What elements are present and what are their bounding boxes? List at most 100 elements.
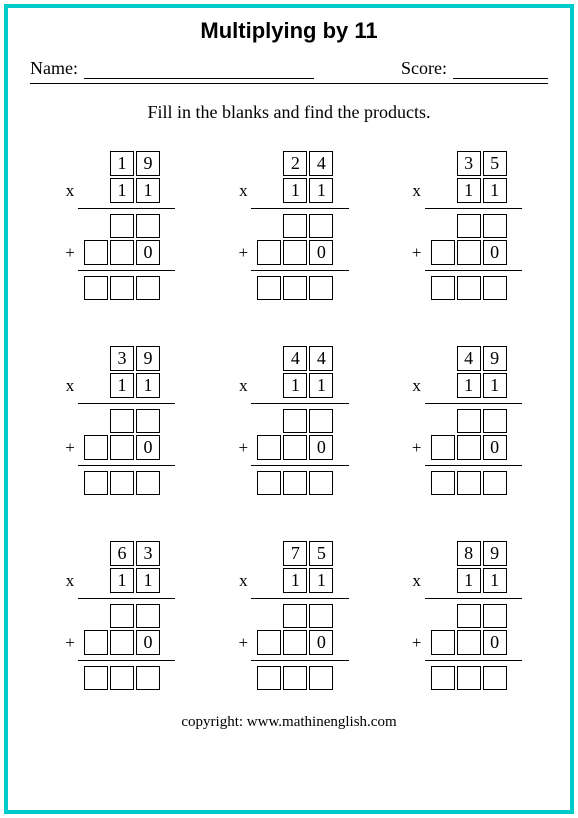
answer-ones[interactable] (483, 276, 507, 300)
partial1-ones[interactable] (483, 604, 507, 628)
multiplicand-tens: 8 (457, 541, 481, 566)
partial1-tens[interactable] (110, 409, 134, 433)
name-blank[interactable] (84, 59, 314, 79)
partial2-tens[interactable] (110, 435, 134, 460)
partial2-tens[interactable] (457, 240, 481, 265)
answer-ones[interactable] (483, 666, 507, 690)
answer-tens[interactable] (283, 666, 307, 690)
answer-tens[interactable] (457, 666, 481, 690)
plus-sign: + (231, 240, 255, 265)
partial2-ones: 0 (136, 435, 160, 460)
partial2-tens[interactable] (457, 630, 481, 655)
partial2-tens[interactable] (283, 435, 307, 460)
rule-line (78, 465, 175, 466)
partial1-ones[interactable] (136, 409, 160, 433)
answer-tens[interactable] (110, 276, 134, 300)
partial2-hundreds[interactable] (257, 435, 281, 460)
partial1-ones[interactable] (309, 214, 333, 238)
partial1-tens[interactable] (283, 214, 307, 238)
answer-tens[interactable] (110, 471, 134, 495)
multiplier-ones: 1 (136, 178, 160, 203)
multiplicand-tens: 3 (110, 346, 134, 371)
partial1-ones[interactable] (483, 409, 507, 433)
score-blank[interactable] (453, 59, 548, 79)
partial2-tens[interactable] (457, 435, 481, 460)
answer-hundreds[interactable] (431, 471, 455, 495)
partial1-ones[interactable] (309, 409, 333, 433)
problem-6: 49x11+0 (403, 344, 522, 497)
rule-line (425, 598, 522, 599)
answer-ones[interactable] (136, 666, 160, 690)
answer-hundreds[interactable] (257, 276, 281, 300)
partial2-ones: 0 (309, 240, 333, 265)
multiply-sign: x (405, 568, 429, 593)
partial2-tens[interactable] (283, 630, 307, 655)
answer-tens[interactable] (457, 276, 481, 300)
partial1-tens[interactable] (457, 214, 481, 238)
partial2-hundreds[interactable] (84, 240, 108, 265)
multiplier-ones: 1 (483, 568, 507, 593)
multiplier-tens: 1 (457, 178, 481, 203)
answer-hundreds[interactable] (84, 666, 108, 690)
answer-ones[interactable] (483, 471, 507, 495)
worksheet-content: Multiplying by 11 Name: Score: Fill in t… (0, 0, 578, 741)
answer-tens[interactable] (283, 471, 307, 495)
partial1-tens[interactable] (283, 604, 307, 628)
partial2-tens[interactable] (110, 240, 134, 265)
partial1-ones[interactable] (136, 214, 160, 238)
multiplier-tens: 1 (283, 568, 307, 593)
partial1-tens[interactable] (457, 409, 481, 433)
partial1-tens[interactable] (110, 604, 134, 628)
answer-tens[interactable] (457, 471, 481, 495)
partial2-hundreds[interactable] (84, 630, 108, 655)
partial2-tens[interactable] (283, 240, 307, 265)
partial2-hundreds[interactable] (84, 435, 108, 460)
multiply-sign: x (405, 178, 429, 203)
multiplicand-tens: 4 (457, 346, 481, 371)
partial2-hundreds[interactable] (431, 240, 455, 265)
answer-ones[interactable] (136, 276, 160, 300)
partial1-ones[interactable] (483, 214, 507, 238)
answer-hundreds[interactable] (257, 471, 281, 495)
multiplicand-tens: 1 (110, 151, 134, 176)
multiplicand-ones: 4 (309, 346, 333, 371)
partial1-tens[interactable] (110, 214, 134, 238)
rule-line (78, 660, 175, 661)
multiply-sign: x (231, 568, 255, 593)
problem-4: 39x11+0 (56, 344, 175, 497)
answer-tens[interactable] (283, 276, 307, 300)
copyright-text: copyright: www.mathinenglish.com (30, 714, 548, 731)
partial2-hundreds[interactable] (257, 630, 281, 655)
header-row: Name: Score: (30, 58, 548, 79)
partial2-ones: 0 (309, 630, 333, 655)
partial1-ones[interactable] (309, 604, 333, 628)
partial1-tens[interactable] (457, 604, 481, 628)
partial2-hundreds[interactable] (431, 435, 455, 460)
rule-line (251, 660, 348, 661)
answer-hundreds[interactable] (431, 666, 455, 690)
rule-line (251, 403, 348, 404)
answer-hundreds[interactable] (84, 471, 108, 495)
multiplicand-tens: 6 (110, 541, 134, 566)
plus-sign: + (405, 435, 429, 460)
partial2-hundreds[interactable] (257, 240, 281, 265)
multiplicand-ones: 4 (309, 151, 333, 176)
multiplier-ones: 1 (309, 373, 333, 398)
partial1-ones[interactable] (136, 604, 160, 628)
partial1-tens[interactable] (283, 409, 307, 433)
multiplier-tens: 1 (283, 178, 307, 203)
answer-ones[interactable] (309, 276, 333, 300)
multiplicand-tens: 3 (457, 151, 481, 176)
answer-hundreds[interactable] (431, 276, 455, 300)
answer-hundreds[interactable] (257, 666, 281, 690)
answer-ones[interactable] (309, 471, 333, 495)
rule-line (425, 403, 522, 404)
answer-tens[interactable] (110, 666, 134, 690)
answer-hundreds[interactable] (84, 276, 108, 300)
name-label: Name: (30, 58, 78, 79)
answer-ones[interactable] (136, 471, 160, 495)
rule-line (425, 270, 522, 271)
partial2-hundreds[interactable] (431, 630, 455, 655)
answer-ones[interactable] (309, 666, 333, 690)
partial2-tens[interactable] (110, 630, 134, 655)
